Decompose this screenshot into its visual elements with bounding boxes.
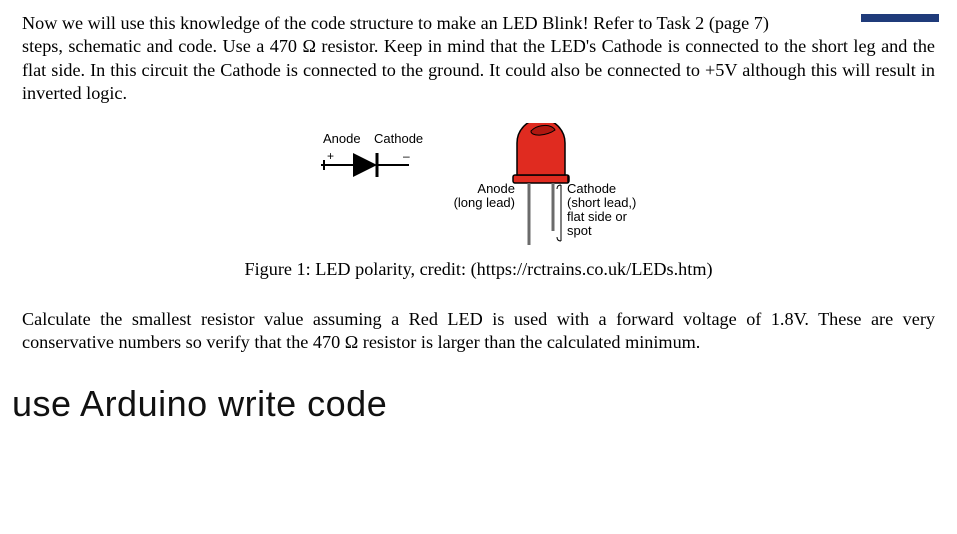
figure-led-polarity: Anode Cathode + – [244,123,712,280]
led-flange [513,175,569,183]
accent-bar [861,14,939,22]
symbol-diode-triangle [353,153,377,177]
page: Now we will use this knowledge of the co… [0,0,957,534]
symbol-cathode-label: Cathode [374,131,423,146]
symbol-anode-label: Anode [323,131,361,146]
led-diagram-svg: Anode Cathode + – [279,123,679,253]
led-anode-label-1: Anode [477,181,515,196]
led-cathode-label-1: Cathode [567,181,616,196]
figure-container: Anode Cathode + – [22,123,935,280]
paragraph-calc: Calculate the smallest resistor value as… [22,308,935,355]
led-cathode-brace-top [557,185,561,189]
led-cathode-label-2: (short lead,) [567,195,636,210]
figure-caption: Figure 1: LED polarity, credit: (https:/… [244,259,712,280]
paragraph-intro-line1: Now we will use this knowledge of the co… [22,12,852,35]
led-anode-label-2: (long lead) [453,195,514,210]
paragraph-intro-rest: steps, schematic and code. Use a 470 Ω r… [22,36,935,103]
led-cathode-label-4: spot [567,223,592,238]
handwritten-note: use Arduino write code [12,383,935,425]
symbol-plus: + [327,149,334,163]
paragraph-intro: Now we will use this knowledge of the co… [22,12,935,105]
led-cathode-brace-bot [557,237,561,241]
led-cathode-label-3: flat side or [567,209,628,224]
symbol-minus: – [403,149,410,163]
